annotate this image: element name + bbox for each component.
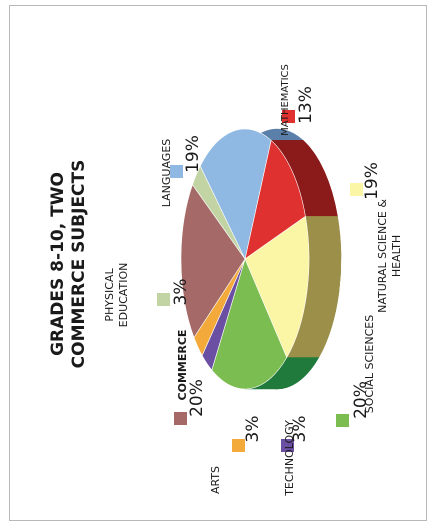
- legend-label-line: COMMERCE: [176, 330, 189, 401]
- legend-label-arts: ARTS: [209, 466, 222, 494]
- legend-swatch-commerce: [174, 412, 187, 425]
- legend-label-line: PHYSICAL: [103, 268, 116, 322]
- legend-label-mathematics: MATHEMATICS: [280, 64, 291, 136]
- data-label-languages: 19%: [183, 135, 203, 173]
- legend-label-natural-science-health: NATURAL SCIENCE &HEALTH: [376, 199, 403, 313]
- chart-title: GRADES 8-10, TWOCOMMERCE SUBJECTS: [48, 160, 89, 369]
- pie-chart: GRADES 8-10, TWOCOMMERCE SUBJECTS 13% MAT…: [48, 64, 403, 497]
- legend-label-physical-education: PHYSICALEDUCATION: [103, 263, 130, 328]
- title-line: GRADES 8-10, TWO: [48, 172, 68, 356]
- legend-swatch-arts: [232, 439, 245, 452]
- slide-frame: GRADES 8-10, TWOCOMMERCE SUBJECTS 13% MAT…: [9, 5, 427, 521]
- legend-label-social-sciences: SOCIAL SCIENCES: [363, 315, 376, 413]
- data-label-natural-science-health: 19%: [362, 162, 382, 200]
- legend-swatch-languages: [170, 165, 183, 178]
- legend-swatch-social-sciences: [336, 414, 349, 427]
- legend-label-line: TECHNOLOGY: [283, 420, 296, 497]
- legend-swatch-natural-science-health: [350, 183, 363, 196]
- legend-swatch-mathematics: [282, 110, 295, 123]
- pie-faces-layer: [180, 128, 310, 390]
- title-line: COMMERCE SUBJECTS: [69, 160, 89, 369]
- pie-slice-commerce: [180, 184, 246, 339]
- legend-label-line: ARTS: [209, 466, 222, 494]
- pie-slice-languages: [199, 128, 272, 260]
- legend-swatch-technology: [281, 439, 294, 452]
- data-label-mathematics: 13%: [296, 86, 316, 124]
- legend-swatch-physical-education: [157, 293, 170, 306]
- legend-label-line: HEALTH: [390, 235, 403, 277]
- pie-slice-social-sciences: [211, 258, 288, 390]
- chart-title-text: GRADES 8-10, TWOCOMMERCE SUBJECTS: [48, 160, 89, 369]
- legend-label-line: LANGUAGES: [160, 139, 173, 208]
- legend-label-commerce: COMMERCE: [176, 330, 189, 401]
- legend-label-line: EDUCATION: [117, 263, 130, 328]
- data-label-technology: 3%: [290, 416, 310, 443]
- pie-slice-mathematics: [244, 139, 306, 260]
- legend-label-line: MATHEMATICS: [280, 64, 291, 136]
- data-label-physical-education: 3%: [171, 279, 191, 306]
- data-label-social-sciences: 20%: [351, 381, 371, 419]
- data-label-commerce: 20%: [187, 379, 207, 417]
- legend-label-line: NATURAL SCIENCE &: [376, 199, 389, 313]
- pie-slice-natural-science-health: [244, 215, 310, 359]
- legend-label-languages: LANGUAGES: [160, 139, 173, 208]
- data-label-arts: 3%: [243, 416, 263, 443]
- legend-label-line: SOCIAL SCIENCES: [363, 315, 376, 413]
- legend-label-technology: TECHNOLOGY: [283, 420, 296, 497]
